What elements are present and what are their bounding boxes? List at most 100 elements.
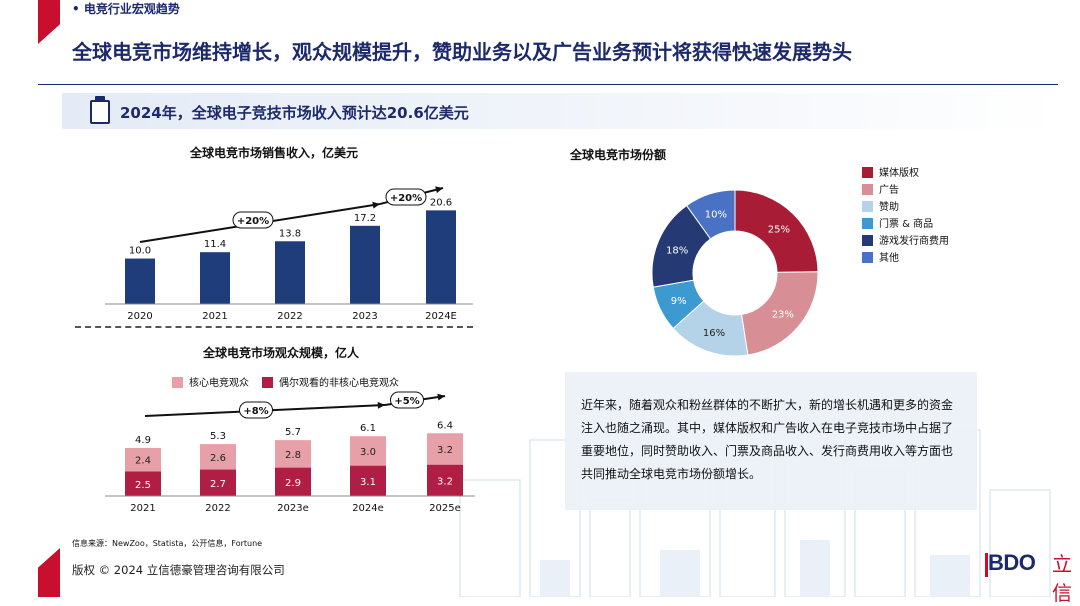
audience-core-label: 3.0 bbox=[360, 447, 376, 458]
audience-total-label: 4.9 bbox=[135, 435, 151, 446]
revenue-bar bbox=[275, 241, 305, 304]
audience-noncore-label: 2.5 bbox=[135, 480, 151, 491]
audience-noncore-label: 2.9 bbox=[285, 478, 301, 489]
legend-label-noncore: 偶尔观看的非核心电竞观众 bbox=[279, 378, 399, 389]
share-legend-label: 门票 & 商品 bbox=[879, 219, 934, 230]
banner-text: 2024年，全球电子竞技市场收入预计达20.6亿美元 bbox=[120, 104, 469, 122]
revenue-bar bbox=[426, 210, 456, 304]
audience-bar-core bbox=[125, 447, 161, 472]
share-legend-swatch bbox=[862, 235, 873, 246]
audience-cagr-label-1-badge bbox=[239, 401, 273, 419]
revenue-value-label: 13.8 bbox=[279, 228, 301, 239]
revenue-category-label: 2024E bbox=[425, 311, 457, 322]
chart-divider bbox=[75, 326, 473, 328]
share-legend-item: 其他 bbox=[862, 249, 899, 264]
logo-accent-bar bbox=[985, 553, 988, 577]
revenue-category-label: 2022 bbox=[277, 311, 302, 322]
share-legend-swatch bbox=[862, 201, 873, 212]
audience-bar-noncore bbox=[275, 467, 311, 496]
revenue-bar-chart: 10.0 2020 11.4 2021 13.8 2022 17.2 2023 20.6 2024… bbox=[105, 186, 473, 322]
share-chart-title: 全球电竞市场份额 bbox=[570, 148, 667, 162]
page-title: 全球电竞市场维持增长，观众规模提升，赞助业务以及广告业务预计将获得快速发展势头 bbox=[72, 40, 852, 64]
legend-swatch-noncore bbox=[262, 377, 273, 388]
revenue-cagr-label-1: +20% bbox=[237, 216, 269, 227]
audience-category-label: 2024e bbox=[352, 503, 384, 514]
revenue-cagr-label-1-badge bbox=[232, 211, 274, 229]
audience-growth-arrow-1-head bbox=[377, 401, 385, 409]
revenue-value-label: 10.0 bbox=[129, 246, 151, 257]
donut-slice-label: 16% bbox=[703, 328, 725, 339]
audience-bar-core bbox=[427, 433, 463, 465]
audience-noncore-label: 2.7 bbox=[210, 479, 226, 490]
audience-bar-core bbox=[275, 440, 311, 468]
share-legend-label: 赞助 bbox=[879, 202, 899, 213]
title-divider bbox=[38, 84, 1058, 85]
share-legend-label: 广告 bbox=[879, 185, 899, 196]
revenue-value-label: 17.2 bbox=[354, 213, 376, 224]
legend-core-audience: 核心电竞观众 bbox=[172, 374, 249, 389]
clipboard-icon-clip bbox=[95, 96, 105, 102]
audience-cagr-label-1: +8% bbox=[243, 406, 268, 417]
donut-slice bbox=[685, 189, 736, 240]
revenue-bar bbox=[350, 225, 380, 304]
commentary-box: 近年来，随着观众和粉丝群体的不断扩大，新的增长机遇和更多的资金注入也随之涌现。其… bbox=[565, 372, 977, 510]
audience-cagr-label-2: +5% bbox=[394, 396, 419, 407]
audience-bar-core bbox=[200, 444, 236, 470]
brand-accent-top bbox=[38, 0, 60, 44]
section-tag: • 电竞行业宏观趋势 bbox=[72, 2, 180, 16]
audience-bar-noncore bbox=[200, 469, 236, 496]
share-legend-item: 赞助 bbox=[862, 198, 899, 213]
audience-core-label: 2.4 bbox=[135, 456, 151, 467]
revenue-cagr-label-2: +20% bbox=[390, 193, 422, 204]
audience-total-label: 6.4 bbox=[437, 420, 453, 431]
bdo-logo: BDO bbox=[988, 550, 1036, 575]
donut-slice-label: 10% bbox=[705, 209, 727, 220]
commentary-text: 近年来，随着观众和粉丝群体的不断扩大，新的增长机遇和更多的资金注入也随之涌现。其… bbox=[581, 398, 954, 481]
audience-stacked-bar-chart: 2.5 2.4 4.9 2021 2.7 2.6 5.3 2022 2.9 2.8 5.7 2023e… bbox=[105, 391, 475, 514]
share-legend-label: 游戏发行商费用 bbox=[879, 236, 949, 247]
share-legend-swatch bbox=[862, 252, 873, 263]
share-legend-item: 广告 bbox=[862, 181, 899, 196]
audience-category-label: 2023e bbox=[277, 503, 309, 514]
audience-noncore-label: 3.1 bbox=[360, 477, 376, 488]
revenue-bar bbox=[200, 252, 230, 304]
audience-chart-title: 全球电竞市场观众规模，亿人 bbox=[203, 346, 360, 360]
legend-noncore-audience: 偶尔观看的非核心电竞观众 bbox=[262, 374, 399, 389]
share-legend-item: 媒体版权 bbox=[862, 164, 919, 179]
audience-total-label: 5.3 bbox=[210, 431, 226, 442]
share-legend-item: 门票 & 商品 bbox=[862, 215, 933, 230]
brand-accent-bottom bbox=[38, 548, 60, 597]
donut-slice-label: 9% bbox=[671, 296, 687, 307]
revenue-value-label: 11.4 bbox=[204, 239, 226, 250]
audience-cagr-label-2-badge bbox=[390, 391, 424, 409]
share-legend-label: 媒体版权 bbox=[879, 168, 919, 179]
revenue-growth-arrow-2-head bbox=[435, 186, 443, 194]
donut-slice bbox=[734, 189, 819, 273]
audience-core-label: 2.8 bbox=[285, 450, 301, 461]
revenue-value-label: 20.6 bbox=[430, 197, 452, 208]
copyright-text: 版权 © 2024 立信德豪管理咨询有限公司 bbox=[72, 563, 285, 577]
clipboard-icon bbox=[90, 100, 110, 124]
legend-swatch-core bbox=[172, 377, 183, 388]
share-legend-item: 游戏发行商费用 bbox=[862, 232, 949, 247]
audience-total-label: 6.1 bbox=[360, 423, 376, 434]
audience-bar-noncore bbox=[350, 465, 386, 496]
audience-category-label: 2022 bbox=[205, 503, 230, 514]
audience-bar-noncore bbox=[427, 464, 463, 496]
audience-core-label: 2.6 bbox=[210, 453, 226, 464]
revenue-growth-arrow-1-head bbox=[372, 201, 380, 209]
revenue-chart-title: 全球电竞市场销售收入，亿美元 bbox=[190, 146, 359, 160]
audience-category-label: 2025e bbox=[429, 503, 461, 514]
revenue-category-label: 2023 bbox=[352, 311, 377, 322]
share-legend-swatch bbox=[862, 218, 873, 229]
revenue-cagr-label-2-badge bbox=[385, 188, 427, 206]
audience-bar-core bbox=[350, 436, 386, 466]
revenue-category-label: 2020 bbox=[127, 311, 152, 322]
legend-label-core: 核心电竞观众 bbox=[189, 378, 249, 389]
audience-noncore-label: 3.2 bbox=[437, 476, 453, 487]
revenue-category-label: 2021 bbox=[202, 311, 227, 322]
donut-slice-label: 18% bbox=[666, 245, 688, 256]
revenue-bar bbox=[125, 258, 155, 304]
share-legend-swatch bbox=[862, 167, 873, 178]
bdo-logo-mark: 立信 bbox=[1052, 552, 1072, 605]
